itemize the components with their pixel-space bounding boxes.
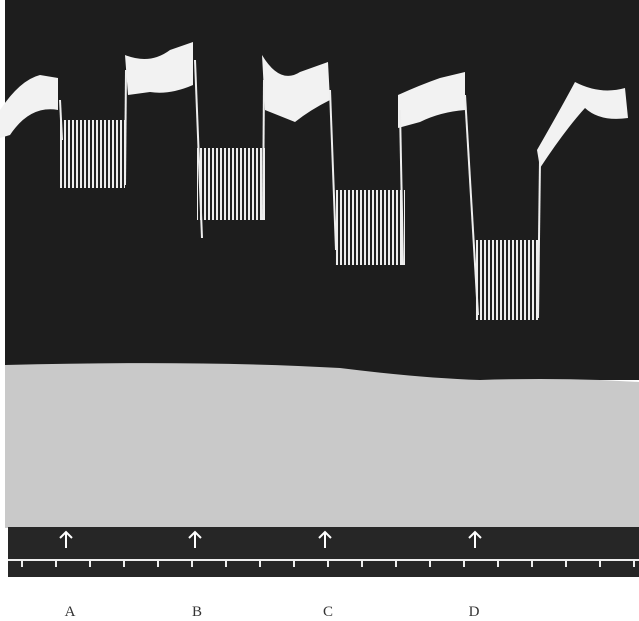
label: B bbox=[192, 604, 202, 620]
time-strip bbox=[8, 527, 639, 577]
lower-band bbox=[5, 363, 639, 528]
trace-high bbox=[0, 42, 628, 168]
trace-transition bbox=[59, 59, 541, 319]
label: C bbox=[323, 604, 333, 620]
stimulus-arrows bbox=[59, 530, 482, 548]
record-background bbox=[5, 0, 639, 380]
trace-low bbox=[60, 120, 540, 320]
time-ticks bbox=[21, 560, 635, 567]
label: A bbox=[65, 604, 76, 620]
label: D bbox=[469, 604, 480, 620]
